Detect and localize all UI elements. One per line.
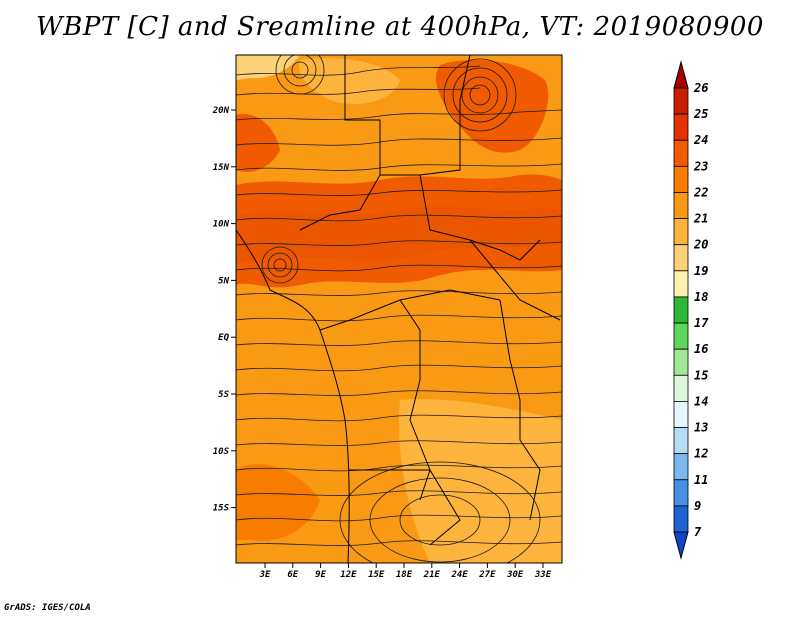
colorbar-swatch (673, 87, 689, 115)
colorbar-swatch (673, 218, 689, 246)
colorbar-label: 9 (694, 499, 701, 513)
colorbar-label: 22 (693, 185, 708, 199)
colorbar-label: 18 (694, 290, 708, 304)
colorbar-label: 13 (694, 421, 708, 435)
colorbar-label: 19 (694, 264, 708, 278)
longitude-axis: 3E 6E 9E 12E 15E 18E 21E 24E 27E 30E 33E (259, 563, 552, 580)
colorbar-swatch (673, 322, 689, 350)
colorbar-max-arrow (673, 60, 689, 89)
colorbar-swatch (673, 270, 689, 298)
lon-label: 12E (340, 570, 357, 580)
colorbar-swatch (673, 479, 689, 507)
colorbar-label: 24 (693, 133, 708, 147)
colorbar-swatch (673, 505, 689, 533)
streamlines (236, 55, 562, 563)
lat-label: 5S (218, 390, 229, 400)
colorbar-label: 12 (694, 447, 708, 461)
colorbar-swatch (673, 453, 689, 481)
colorbar-swatch (673, 348, 689, 376)
lon-label: 3E (259, 570, 271, 580)
country-borders (236, 55, 561, 563)
lat-label: 15N (213, 163, 230, 173)
lon-label: 33E (534, 570, 552, 580)
lat-label: 10S (213, 447, 230, 457)
colorbar-swatch (673, 374, 689, 402)
lon-label: 27E (478, 570, 496, 580)
colorbar-swatch (673, 427, 689, 455)
latitude-axis: 20N 15N 10N 5N EQ 5S 10S 15S (212, 106, 236, 514)
lon-label: 18E (396, 570, 413, 580)
colorbar-label: 23 (693, 159, 708, 173)
lon-label: 15E (368, 570, 385, 580)
map-plot-area (236, 55, 562, 563)
colorbar-label: 15 (694, 368, 708, 382)
colorbar-swatch (673, 113, 689, 141)
colorbar-swatch (673, 401, 689, 428)
map-figure: 20N 15N 10N 5N EQ 5S 10S 15S 3E 6E 9E 12E 15E 18E 21E… (212, 54, 709, 580)
colorbar-label: 17 (694, 316, 709, 330)
lat-label: 5N (218, 276, 229, 286)
colorbar-label: 25 (693, 107, 708, 121)
colorbar-swatch (673, 165, 689, 193)
lon-label: 6E (287, 570, 298, 580)
colorbar-swatch (673, 244, 689, 272)
colorbar-swatch (673, 192, 689, 219)
colorbar-swatch (673, 296, 689, 324)
colorbar-label: 11 (694, 473, 708, 487)
colorbar-label: 21 (693, 212, 708, 226)
colorbar-label: 26 (693, 81, 708, 95)
lat-label: 15S (213, 504, 230, 514)
colorbar-swatch (673, 139, 689, 167)
lon-label: 21E (423, 570, 441, 580)
lat-label: 20N (212, 106, 230, 116)
colorbar-label: 20 (693, 238, 708, 252)
colorbar-label: 14 (694, 394, 708, 408)
lat-label: EQ (218, 333, 229, 343)
wbpt-patch-northwest (236, 114, 280, 172)
colorbar-label: 7 (694, 525, 702, 539)
map-title: WBPT [C] and Sreamline at 400hPa, VT: 20… (36, 12, 764, 42)
lon-label: 24E (450, 570, 468, 580)
colorbar-label: 16 (694, 342, 708, 356)
colorbar: 26 25 24 23 22 21 20 19 18 17 16 15 14 13 12 11 9 7 (673, 60, 709, 560)
lon-label: 9E (315, 570, 326, 580)
wbpt-patch-20-southeast (399, 399, 562, 563)
wbpt-patch-22-southwest (236, 464, 320, 541)
grads-credit: GrADS: IGES/COLA (4, 603, 91, 613)
lon-label: 30E (506, 570, 524, 580)
lat-label: 10N (213, 220, 230, 230)
colorbar-min-arrow (673, 531, 689, 560)
wbpt-band-21 (236, 327, 562, 413)
plot-frame (235, 54, 563, 564)
